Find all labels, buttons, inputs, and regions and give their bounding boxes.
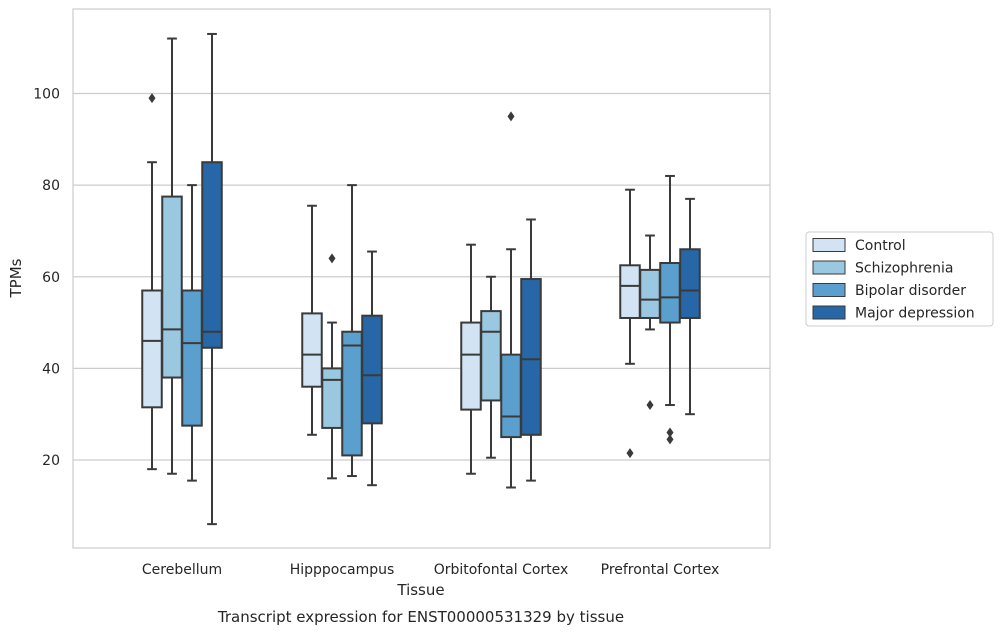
outlier-point [507, 111, 515, 122]
box-body [500, 353, 522, 439]
box-mark [161, 37, 183, 475]
outlier-point [666, 427, 674, 438]
box-body [341, 330, 363, 457]
x-tick-label: Prefrontal Cortex [601, 562, 720, 578]
box-body [301, 312, 323, 388]
box-mark [321, 253, 343, 480]
outlier-point [646, 400, 654, 411]
y-tick-label: 20 [42, 453, 60, 469]
outlier-point [626, 448, 634, 459]
legend-swatch [812, 283, 846, 297]
box-body [201, 161, 223, 349]
legend-label: Schizophrenia [855, 261, 953, 277]
y-tick-label: 100 [33, 87, 60, 103]
legend-frame [805, 231, 994, 327]
legend-label: Control [855, 238, 906, 254]
box-body [480, 310, 502, 402]
series-major-depression [201, 32, 701, 526]
box-body [181, 289, 203, 427]
box-mark [639, 234, 661, 411]
box-body [361, 314, 383, 425]
box-mark [679, 197, 701, 416]
box-mark [301, 204, 323, 436]
box-mark [619, 188, 641, 459]
box-body [639, 268, 661, 319]
legend-label: Bipolar disorder [855, 283, 966, 299]
x-tick-labels: Cerebellum Hipppocampus Orbitofontal Corte… [142, 562, 719, 578]
y-axis-label: TPMs [7, 258, 25, 298]
series-bipolar-disorder [181, 111, 681, 489]
box-mark [361, 250, 383, 487]
legend: Control Schizophrenia Bipolar disorder Majo… [805, 231, 994, 327]
box-body [321, 367, 343, 429]
outlier-point [148, 93, 156, 104]
legend-label: Major depression [855, 306, 975, 322]
box-mark [141, 93, 163, 471]
box-body [141, 289, 163, 409]
plot-frame [72, 8, 771, 549]
y-tick-labels: 20 40 60 80 100 [33, 87, 60, 470]
box-mark [181, 184, 203, 482]
box-body [520, 278, 542, 436]
box-mark [500, 111, 522, 489]
box-body [161, 195, 183, 379]
legend-swatch [812, 238, 846, 252]
outlier-point [328, 253, 336, 264]
box-mark [520, 218, 542, 482]
box-mark [480, 275, 502, 459]
box-body [460, 321, 482, 411]
box-mark [659, 174, 681, 445]
y-tick-label: 40 [42, 361, 60, 377]
chart-caption: Transcript expression for ENST0000053132… [217, 608, 624, 626]
box-mark [201, 32, 223, 526]
box-series-group [141, 32, 701, 526]
box-body [659, 262, 681, 324]
y-tick-label: 60 [42, 270, 60, 286]
x-tick-label: Orbitofontal Cortex [434, 562, 569, 578]
x-tick-label: Hipppocampus [290, 562, 395, 578]
box-mark [341, 184, 363, 478]
legend-swatch [812, 305, 846, 320]
x-tick-label: Cerebellum [142, 562, 222, 578]
series-schizophrenia [161, 37, 661, 480]
x-axis-label: Tissue [396, 581, 444, 599]
box-mark [460, 243, 482, 475]
outlier-point [666, 434, 674, 445]
box-body [679, 248, 701, 319]
y-tick-label: 80 [42, 178, 60, 194]
box-body [619, 264, 641, 319]
legend-swatch [812, 260, 846, 275]
